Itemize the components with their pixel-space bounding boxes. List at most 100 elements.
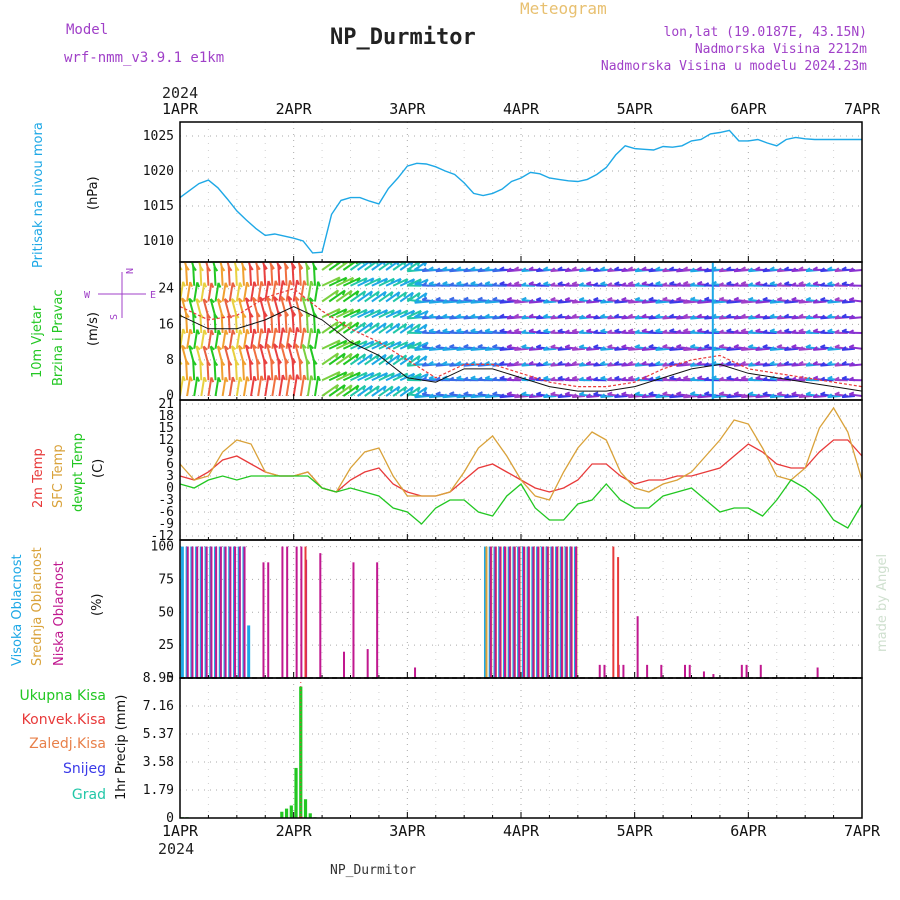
wind-barb-flag (791, 314, 797, 320)
wind-barb-flag (521, 314, 527, 320)
wind-barb-flag (528, 346, 534, 351)
wind-barb (641, 347, 657, 351)
wind-barb-flag (791, 329, 797, 334)
wind-barb-flag (655, 375, 661, 380)
wind-barb-flag (234, 360, 240, 366)
wind-barb-flag (805, 296, 812, 301)
wind-barb (342, 262, 357, 271)
wind-barb (248, 265, 253, 286)
wind-barb-flag (812, 393, 818, 398)
wind-barb-flag (592, 329, 599, 334)
wind-barb (428, 395, 443, 399)
wind-barb (263, 312, 267, 334)
wind-barb-flag (442, 328, 448, 333)
wind-barb-flag (776, 361, 782, 367)
wind-barb-flag (209, 345, 215, 351)
wind-barb (435, 393, 451, 397)
wind-barb-flag (416, 386, 421, 393)
wind-barb (250, 376, 256, 397)
wind-barb-flag (627, 375, 634, 380)
precip-total-bar (289, 805, 293, 818)
wind-barb (648, 298, 664, 303)
wind-barb (662, 393, 678, 397)
wind-barb-flag (762, 376, 768, 381)
wind-barb-flag (613, 298, 620, 304)
wind-barb-flag (620, 329, 627, 334)
wind-barb (456, 300, 472, 304)
wind-barb-flag (491, 267, 498, 273)
cloud-panel: 0 25 50 75 100 (151, 539, 863, 686)
wind-barb (719, 298, 735, 303)
wind-barb (349, 321, 366, 334)
wind-barb-flag (491, 376, 498, 381)
wind-barb-flag (726, 360, 732, 366)
wind-barb-flag (428, 266, 434, 271)
y-tick-label: 1020 (143, 164, 174, 179)
wind-barb-flag (578, 344, 585, 349)
y-tick-label: 16 (158, 317, 174, 332)
wind-barb-flag (423, 387, 428, 393)
wind-barb-flag (655, 328, 661, 333)
wind-barb-flag (369, 290, 374, 297)
wind-barb-flag (396, 291, 401, 298)
temp-sfc-label: SFC Temp (51, 444, 66, 508)
y-tick-label: 7.16 (143, 699, 174, 714)
wind-barb-flag (217, 345, 223, 351)
wind-barb-flag (335, 289, 340, 296)
cloud-low-bar (745, 664, 748, 678)
cloud-low-bar (229, 546, 232, 678)
wind-barb-flag (784, 281, 790, 285)
wind-barb-flag (213, 266, 219, 272)
wind-barb-flag (442, 266, 448, 271)
wind-barb-flag (627, 266, 634, 271)
wind-barb (762, 346, 777, 350)
bottom-time-ticks: 1APR 2APR 3APR 4APR 5APR 6APR 7APR (162, 822, 881, 840)
wind-barb-flag (641, 298, 647, 304)
wind-barb-flag (189, 328, 193, 335)
wind-barb-flag (740, 393, 746, 399)
wind-barb (442, 347, 458, 352)
wind-barb-flag (463, 376, 469, 381)
wind-barb (349, 262, 364, 271)
wind-barb-flag (414, 375, 420, 380)
wind-barb-flag (614, 375, 620, 380)
wind-barb-flag (298, 358, 304, 364)
wind-barb (514, 300, 529, 304)
wind-barb-flag (634, 391, 641, 396)
wind-barb-flag (185, 312, 190, 319)
wind-barb-flag (185, 360, 190, 366)
wind-barb-flag (455, 393, 462, 399)
wind-barb-flag (277, 358, 282, 364)
wind-barb-flag (675, 282, 682, 287)
wind-barb-flag (414, 298, 420, 304)
wind-barb-flag (281, 374, 286, 381)
wind-barb (213, 314, 217, 334)
wind-barb-flag (506, 314, 512, 320)
wind-barb (371, 262, 385, 271)
wind-barb-flag (571, 375, 578, 380)
y-tick-label: 15 (158, 421, 174, 436)
wind-barb-flag (231, 345, 237, 351)
wind-barb-flag (528, 266, 534, 271)
wind-barb (357, 385, 373, 397)
top-day-label: 1APR (162, 100, 199, 118)
wind-barb-flag (435, 267, 441, 273)
wind-barb-flag (564, 329, 570, 334)
wind-barb-flag (648, 391, 654, 396)
cloud-low-bar (234, 546, 237, 678)
wind-barb-flag (267, 327, 272, 334)
wind-barb-flag (175, 251, 179, 254)
wind-barb-flag (648, 282, 654, 287)
cloud-low-bar (532, 546, 535, 678)
wind-barb-flag (203, 376, 208, 383)
wind-barb (250, 328, 256, 349)
wind-barb-flag (263, 358, 268, 365)
wind-barb (805, 393, 820, 397)
wind-barb-flag (550, 314, 556, 320)
top-day-label: 2APR (276, 100, 313, 118)
wind-barb-flag (827, 281, 833, 286)
wind-barb (193, 329, 199, 349)
wind-barb-flag (812, 313, 819, 318)
wind-barb (399, 323, 414, 334)
wind-barb (321, 320, 339, 334)
